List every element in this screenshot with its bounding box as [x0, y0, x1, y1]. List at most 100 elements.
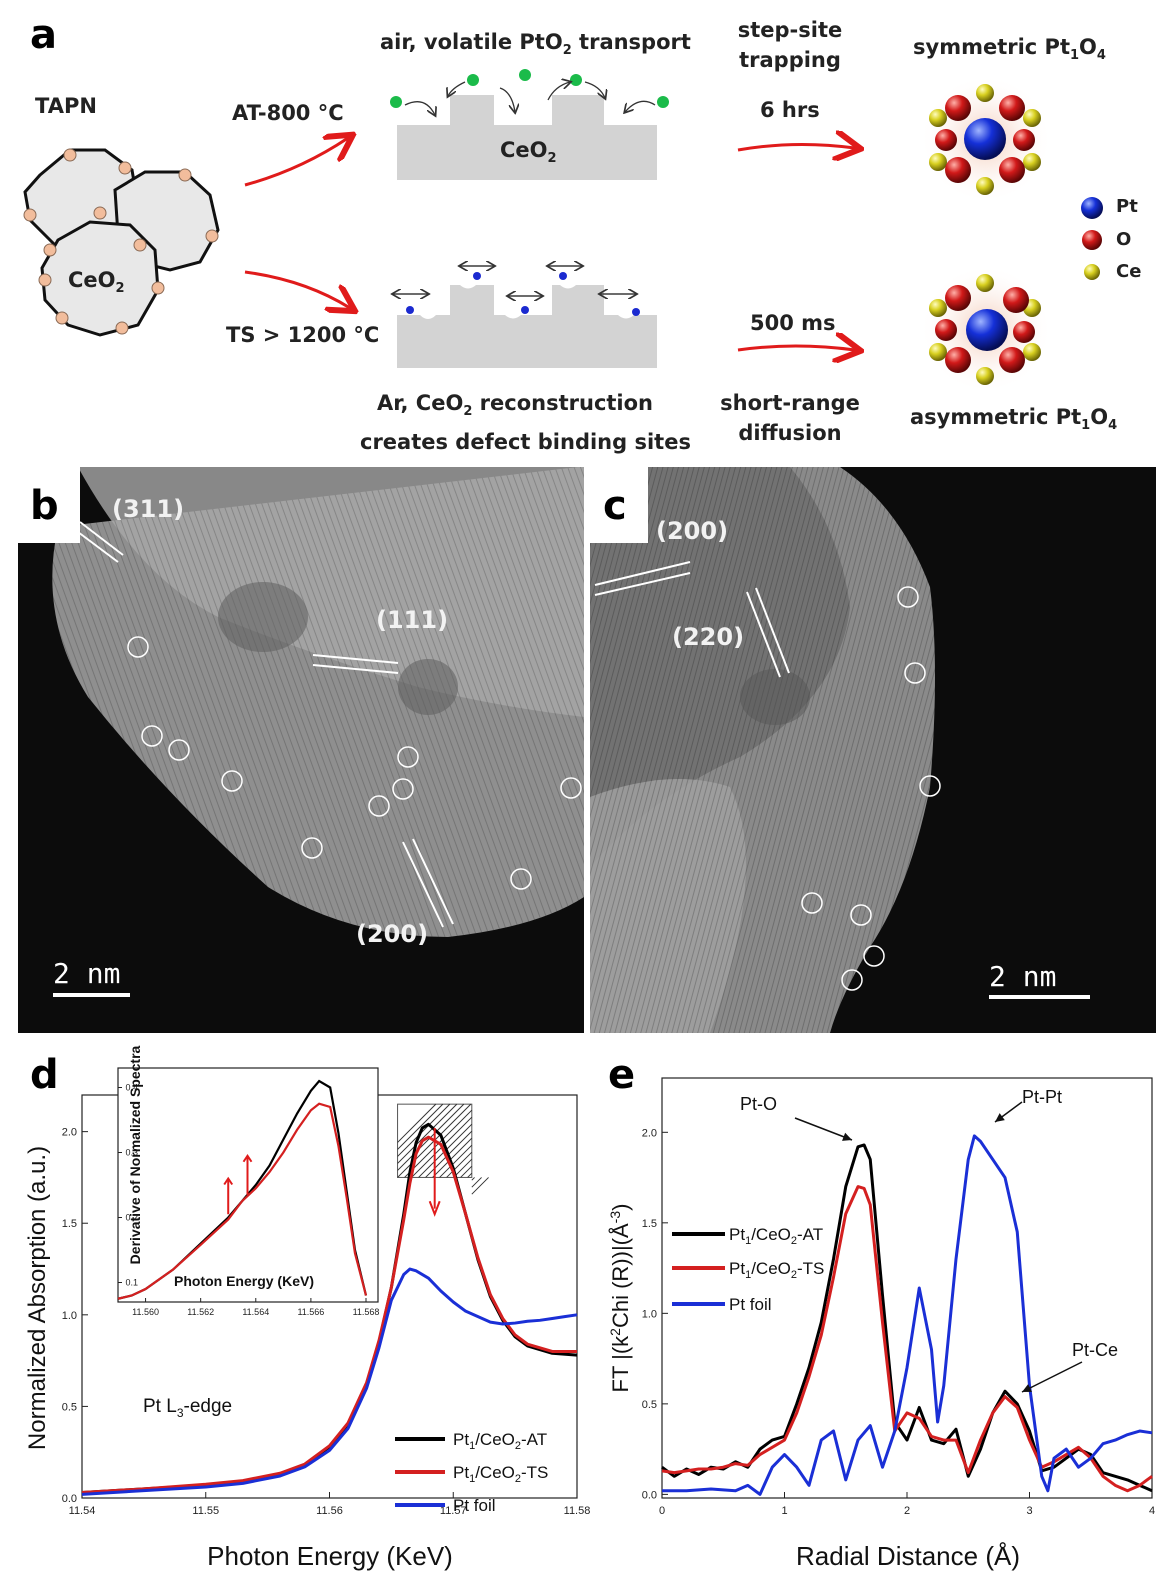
e-arrow-pt-ce-head — [1022, 1384, 1032, 1392]
e-ytick-label: 0.0 — [642, 1489, 657, 1501]
d-inset-xtick-label: 11.566 — [297, 1307, 324, 1317]
d-xtick-label: 11.58 — [564, 1505, 590, 1517]
d-inset-xtick-label: 11.560 — [132, 1307, 159, 1317]
d-ytick-label: 0.0 — [62, 1493, 77, 1505]
d-hatch-line — [397, 1103, 437, 1143]
single-atom-circles-c — [801, 586, 941, 991]
d-inset-arrowhead-1 — [242, 1153, 253, 1163]
at-condition-label: AT-800 °C — [232, 101, 344, 125]
xanes-chart: 11.54 11.55 11.56 11.57 11.58 0.0 0.5 1.0 1.5 2.0… — [24, 1045, 590, 1571]
d-ytick-label: 2.0 — [62, 1127, 77, 1139]
d-inset-ytick-label: 0.4 — [125, 1083, 138, 1093]
symmetric-pt1o4-structure — [920, 75, 1052, 203]
legend-ce-ball — [1084, 264, 1100, 280]
d-xtick-label: 11.54 — [69, 1505, 96, 1517]
e-ytick-label: 0.5 — [642, 1399, 657, 1411]
asymmetric-label: asymmetric Pt1O4 — [910, 405, 1118, 434]
asymmetric-pt1o4-structure — [920, 265, 1052, 393]
label-c-box — [590, 467, 648, 543]
legend-o-label: O — [1116, 229, 1132, 250]
e-xtick-label: 0 — [659, 1505, 665, 1517]
d-ytick-label: 1.0 — [62, 1310, 77, 1322]
e-xtick-label: 1 — [781, 1505, 787, 1517]
e-arrow-pt-o — [794, 1117, 853, 1141]
e-legend-label-1: Pt1/CeO2-TS — [729, 1259, 824, 1281]
panel-label-b: b — [30, 483, 59, 529]
short-range-label: short-range diffusion — [720, 391, 860, 445]
d-xtick-label: 11.56 — [316, 1505, 343, 1517]
schematic-graphics — [23, 69, 1103, 393]
ar-reconstruction-label: Ar, CeO2 reconstruction creates defect b… — [360, 391, 691, 455]
ceo2-block-top — [397, 95, 657, 180]
d-series-line-2 — [81, 1267, 578, 1496]
d-inset-series-1 — [117, 1102, 368, 1300]
d-hatch-line — [467, 1172, 473, 1178]
d-hatch-line — [471, 1177, 475, 1181]
e-xtick-label: 2 — [904, 1505, 910, 1517]
time-500ms: 500 ms — [750, 311, 836, 335]
at-arrow — [244, 138, 348, 187]
tapn-surface-dots — [23, 148, 219, 335]
d-legend-label-0: Pt1/CeO2-AT — [453, 1430, 547, 1452]
symmetric-label: symmetric Pt1O4 — [913, 35, 1106, 64]
d-hatch-line — [397, 1103, 451, 1157]
short-range-arrows — [393, 266, 636, 296]
d-inset-xtick-label: 11.568 — [353, 1307, 380, 1317]
tapn-particles — [23, 148, 220, 337]
e-ytick-label: 1.5 — [642, 1218, 657, 1230]
ts-arrow — [244, 270, 350, 308]
plane-311: (311) — [112, 495, 185, 523]
micrograph-b: (311) (111) (200) 2 nm — [18, 467, 584, 1033]
d-ytick-label: 0.5 — [62, 1401, 77, 1413]
ceo2-particle-label: CeO2 — [68, 268, 125, 297]
plane-200-b: (200) — [356, 920, 429, 948]
ceo2-block-label: CeO2 — [500, 138, 557, 167]
e-arrow-pt-o-head — [842, 1132, 852, 1141]
d-hatch-line — [460, 1165, 473, 1178]
legend-o-ball — [1082, 230, 1102, 250]
exafs-chart: 0 1 2 3 4 0.0 0.5 1.0 1.5 2.0 Radial Distance (Å)… — [607, 1077, 1155, 1571]
e-series-line-2 — [662, 1134, 1153, 1496]
d-xlabel: Photon Energy (KeV) — [207, 1541, 453, 1571]
panel-label-d: d — [30, 1052, 59, 1098]
e-arrow-pt-pt-head — [995, 1113, 1005, 1122]
d-ytick-label: 1.5 — [62, 1218, 77, 1230]
micrograph-c: (200) (220) 2 nm — [590, 467, 1156, 1033]
d-inset-ytick-label: 0.1 — [125, 1278, 138, 1288]
time-6hrs: 6 hrs — [760, 98, 820, 122]
panel-label-e: e — [608, 1052, 636, 1098]
d-hatch-line — [446, 1151, 473, 1178]
legend-pt-label: Pt — [1116, 196, 1138, 217]
e-ytick-label: 2.0 — [642, 1127, 657, 1139]
e-legend-label-0: Pt1/CeO2-AT — [729, 1225, 823, 1247]
d-hatch-line — [439, 1144, 473, 1178]
plane-200-c: (200) — [656, 517, 729, 545]
panel-label-c: c — [603, 483, 627, 529]
e-annotation-pt-pt: Pt-Pt — [1022, 1087, 1062, 1107]
e-ylabel: FT |(k2Chi (R))|(Å-3) — [607, 1204, 633, 1393]
label-b-box — [18, 467, 80, 543]
legend-pt-ball — [1081, 197, 1103, 219]
e-series-line-0 — [661, 1143, 1153, 1493]
d-peak-arrowhead — [428, 1200, 441, 1217]
e-annotation-pt-ce: Pt-Ce — [1072, 1340, 1118, 1360]
ts-condition-label: TS > 1200 °C — [226, 323, 380, 347]
scale-bar-label-c: 2 nm — [989, 960, 1057, 993]
step-site-label: step-site trapping — [737, 18, 843, 72]
d-hatch-line — [471, 1177, 489, 1195]
defect-pt-atoms — [406, 272, 640, 316]
legend-ce-label: Ce — [1116, 261, 1142, 282]
d-series-line-1 — [81, 1135, 577, 1495]
e-ytick-label: 1.0 — [642, 1308, 657, 1320]
d-hatch-line — [432, 1137, 473, 1178]
d-legend-label-2: Pt foil — [453, 1496, 496, 1515]
e-xlabel: Radial Distance (Å) — [796, 1541, 1020, 1571]
d-inset-xlabel: Photon Energy (KeV) — [174, 1273, 314, 1289]
e-xtick-label: 3 — [1026, 1505, 1032, 1517]
d-annotation: Pt L3-edge — [143, 1396, 232, 1420]
d-inset-ytick-label: 0.2 — [125, 1213, 138, 1223]
e-annotation-pt-o: Pt-O — [740, 1094, 777, 1114]
panel-label-a: a — [30, 12, 57, 58]
time-arrow-ts — [737, 346, 855, 350]
ceo2-block-bottom — [397, 285, 657, 368]
